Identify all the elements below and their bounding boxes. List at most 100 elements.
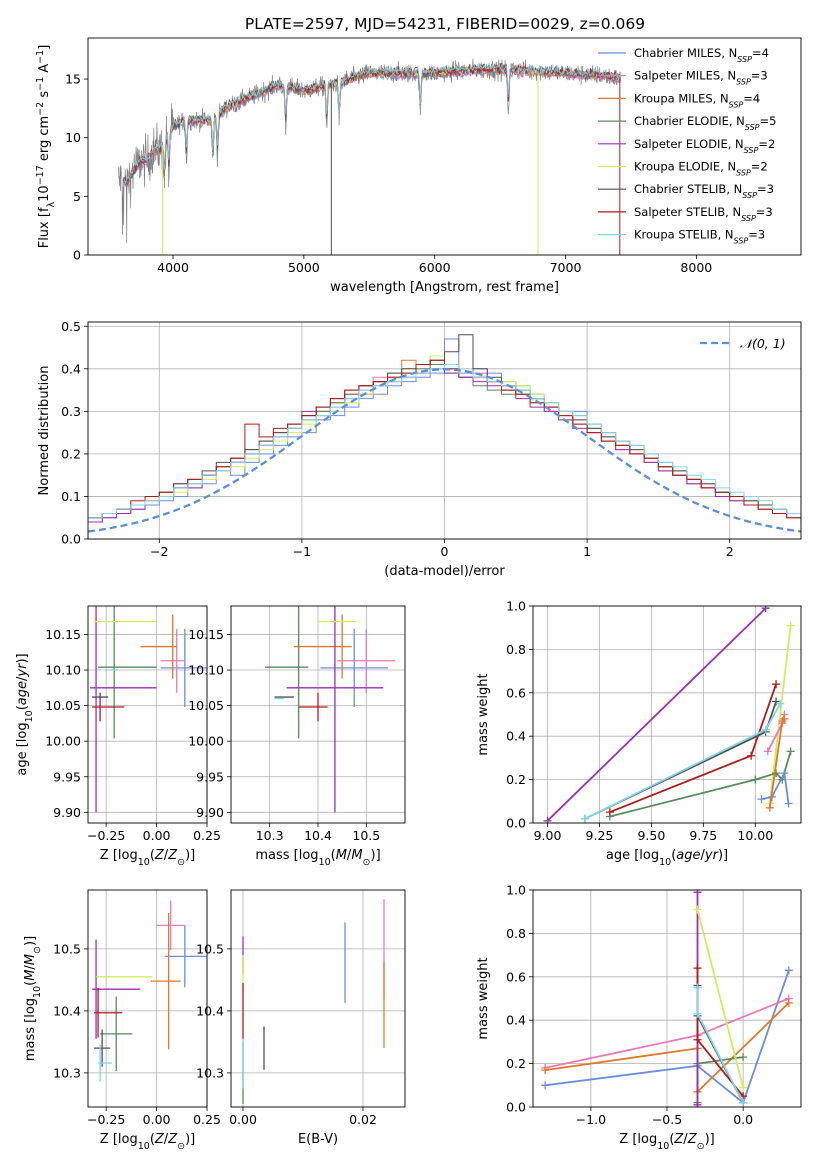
errorbar-kroupa-miles (293, 614, 352, 679)
weight-marker (605, 808, 614, 817)
weight_vs_age-ylabel: mass weight (476, 673, 491, 755)
y-tick-label: 10.4 (196, 1003, 224, 1018)
spectrum-model-kroupa-elodie (122, 64, 621, 184)
y-tick-label: 10 (65, 130, 81, 145)
y-tick-label: 9.95 (53, 769, 81, 784)
errorbar-kroupa-stelib (98, 1044, 113, 1082)
spectrum-model-kroupa-miles (122, 65, 621, 186)
errorbar-salpeter-stelib (298, 692, 328, 722)
weight-marker (693, 890, 702, 897)
x-tick-label: 0.25 (193, 828, 221, 843)
weight-series-kroupa-stelib (693, 983, 748, 1107)
weight-marker (780, 714, 789, 723)
weight-series-chabrier-miles (757, 769, 793, 808)
errorbar-chabrier-elodie (98, 606, 157, 739)
spectrum-ylabel: Flux [fλ10−17 erg cm−2 s−1 A−1] (35, 45, 57, 249)
age_vs_Z-frame (87, 605, 208, 824)
legend-label: Salpeter STELIB, NSSP=3 (634, 205, 773, 223)
weight-marker (541, 1066, 550, 1075)
weight-marker (751, 775, 760, 784)
x-tick-label: 10.5 (352, 828, 380, 843)
x-tick-label: 0.02 (349, 1112, 377, 1127)
errorbar-chabrier-elodie (264, 606, 309, 739)
x-tick-label: 6000 (419, 260, 451, 275)
age_vs_mass-axes: 10.3 10.4 10.5 9.90 9.95 10.00 10.05 10.10 10.15 (188, 606, 405, 843)
mass_vs_Z-ylabel: mass [log10(M/M⊙)] (23, 936, 43, 1061)
legend-label: Salpeter ELODIE, NSSP=2 (634, 137, 775, 155)
legend-label: Chabrier STELIB, NSSP=3 (634, 182, 774, 200)
weight-marker (772, 697, 781, 706)
y-tick-label: 0.5 (61, 319, 81, 334)
errorbar-kroupa-miles (150, 912, 181, 1050)
weight-marker (776, 699, 785, 708)
weight_vs_Z-axes: −1.0 −0.5 0.0 0.0 0.2 0.4 0.6 0.8 1.0 (506, 883, 801, 1127)
mass_vs_Z-frame (87, 889, 208, 1108)
x-tick-label: 0.00 (143, 1112, 171, 1127)
weight-marker (761, 606, 770, 613)
gaussian-curve (88, 368, 801, 533)
weight_vs_Z-xlabel: Z [log10(Z/Z⊙)] (619, 1132, 714, 1152)
y-tick-label: 9.95 (196, 769, 224, 784)
weight-marker (772, 680, 781, 689)
weight-line (609, 683, 777, 813)
x-tick-label: 8000 (680, 260, 712, 275)
y-tick-label: 10.5 (53, 941, 81, 956)
x-tick-label: 2 (726, 544, 734, 559)
y-tick-label: 10.3 (196, 1065, 224, 1080)
weight-line (545, 970, 790, 1105)
legend-label: Chabrier ELODIE, NSSP=5 (634, 114, 776, 132)
weight-marker (739, 1053, 748, 1062)
y-tick-label: 10.00 (188, 734, 224, 749)
y-tick-label: 1.0 (506, 883, 526, 898)
y-tick-label: 1.0 (506, 599, 526, 614)
errorbar-chabrier-miles (320, 628, 389, 708)
weight-marker (780, 769, 789, 778)
weight-marker (784, 799, 793, 808)
residuals-legend: 𝒩(0, 1) (700, 336, 786, 351)
spectrum-axes: 4000 5000 6000 7000 8000 0 5 10 15 (65, 72, 712, 275)
errorbar-salpeter-stelib (92, 692, 125, 722)
weight-series-kroupa-stelib (580, 699, 785, 823)
weight-series-chabrier-elodie (605, 747, 795, 821)
x-tick-label: 4000 (157, 260, 189, 275)
age_vs_Z-xlabel: Z [log10(Z/Z⊙)] (100, 848, 195, 868)
weight-marker (693, 905, 702, 914)
x-tick-label: 10.00 (737, 828, 773, 843)
spectrum-xlabel: wavelength [Angstrom, rest frame] (330, 280, 559, 295)
y-tick-label: 10.3 (53, 1065, 81, 1080)
y-tick-label: 0.3 (61, 404, 81, 419)
y-tick-label: 0.8 (506, 642, 526, 657)
y-tick-label: 9.90 (53, 805, 81, 820)
y-tick-label: 10.00 (45, 734, 81, 749)
x-tick-label: 7000 (550, 260, 582, 275)
x-tick-label: 9.50 (637, 828, 665, 843)
y-tick-label: 0.8 (506, 926, 526, 941)
errorbar-kroupa-miles (140, 614, 177, 679)
y-tick-label: 5 (73, 189, 81, 204)
y-tick-label: 10.15 (45, 627, 81, 642)
y-tick-label: 15 (65, 72, 81, 87)
y-tick-label: 0 (73, 248, 81, 263)
y-tick-label: 0.1 (61, 489, 81, 504)
weight-marker (786, 747, 795, 756)
weight-marker (786, 621, 795, 630)
x-tick-label: 9.75 (689, 828, 717, 843)
weight_vs_age-xlabel: age [log10(age/yr)] (606, 848, 728, 868)
weight-series-kroupa-elodie (693, 905, 748, 1092)
x-tick-label: −2 (150, 544, 168, 559)
x-tick-label: 10.4 (304, 828, 332, 843)
y-tick-label: 0.0 (506, 816, 526, 831)
figure-title: PLATE=2597, MJD=54231, FIBERID=0029, z=0… (245, 15, 645, 33)
mass_vs_Z-xlabel: Z [log10(Z/Z⊙)] (100, 1132, 195, 1152)
spectrum-model-chabrier-stelib (122, 63, 621, 184)
weight-marker (580, 814, 589, 823)
y-tick-label: 10.4 (53, 1003, 81, 1018)
y-tick-label: 0.2 (506, 1056, 526, 1071)
y-tick-label: 10.05 (188, 698, 224, 713)
x-tick-label: 0.25 (193, 1112, 221, 1127)
age_vs_mass-frame (230, 605, 406, 824)
legend-label: Kroupa STELIB, NSSP=3 (634, 228, 765, 246)
age_vs_mass-xlabel: mass [log10(M/M⊙)] (255, 848, 380, 868)
x-tick-label: −0.5 (652, 1112, 682, 1127)
